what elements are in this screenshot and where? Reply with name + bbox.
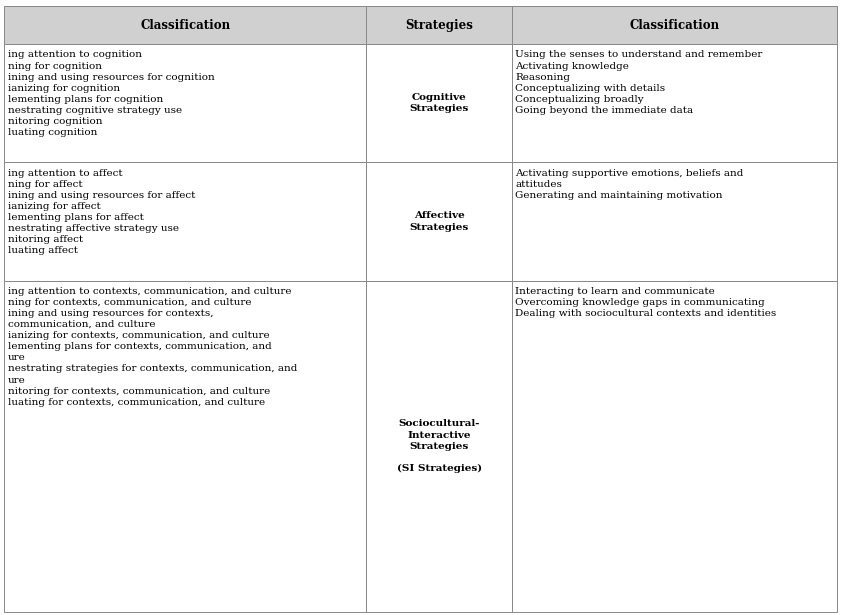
Text: Affective
Strategies: Affective Strategies bbox=[410, 212, 469, 232]
Text: ing attention to affect
ning for affect
ining and using resources for affect
ian: ing attention to affect ning for affect … bbox=[8, 169, 195, 255]
Bar bbox=[4, 44, 367, 162]
Bar bbox=[512, 162, 837, 280]
Bar bbox=[367, 44, 512, 162]
Text: Classification: Classification bbox=[629, 18, 720, 32]
Text: ing attention to contexts, communication, and culture
ning for contexts, communi: ing attention to contexts, communication… bbox=[8, 287, 297, 407]
Bar bbox=[512, 44, 837, 162]
Text: Classification: Classification bbox=[140, 18, 230, 32]
Bar bbox=[4, 280, 367, 612]
Text: Strategies: Strategies bbox=[405, 18, 473, 32]
Bar bbox=[367, 162, 512, 280]
Text: ing attention to cognition
ning for cognition
ining and using resources for cogn: ing attention to cognition ning for cogn… bbox=[8, 50, 214, 137]
Bar bbox=[512, 280, 837, 612]
Bar bbox=[4, 6, 367, 44]
Bar bbox=[367, 280, 512, 612]
Text: Interacting to learn and communicate
Overcoming knowledge gaps in communicating
: Interacting to learn and communicate Ove… bbox=[516, 287, 777, 318]
Text: Activating supportive emotions, beliefs and
attitudes
Generating and maintaining: Activating supportive emotions, beliefs … bbox=[516, 169, 743, 200]
Text: Sociocultural-
Interactive
Strategies

(SI Strategies): Sociocultural- Interactive Strategies (S… bbox=[397, 419, 482, 473]
Text: Cognitive
Strategies: Cognitive Strategies bbox=[410, 93, 469, 113]
Bar bbox=[512, 6, 837, 44]
Text: Using the senses to understand and remember
Activating knowledge
Reasoning
Conce: Using the senses to understand and remem… bbox=[516, 50, 763, 115]
Bar bbox=[4, 162, 367, 280]
Bar bbox=[367, 6, 512, 44]
